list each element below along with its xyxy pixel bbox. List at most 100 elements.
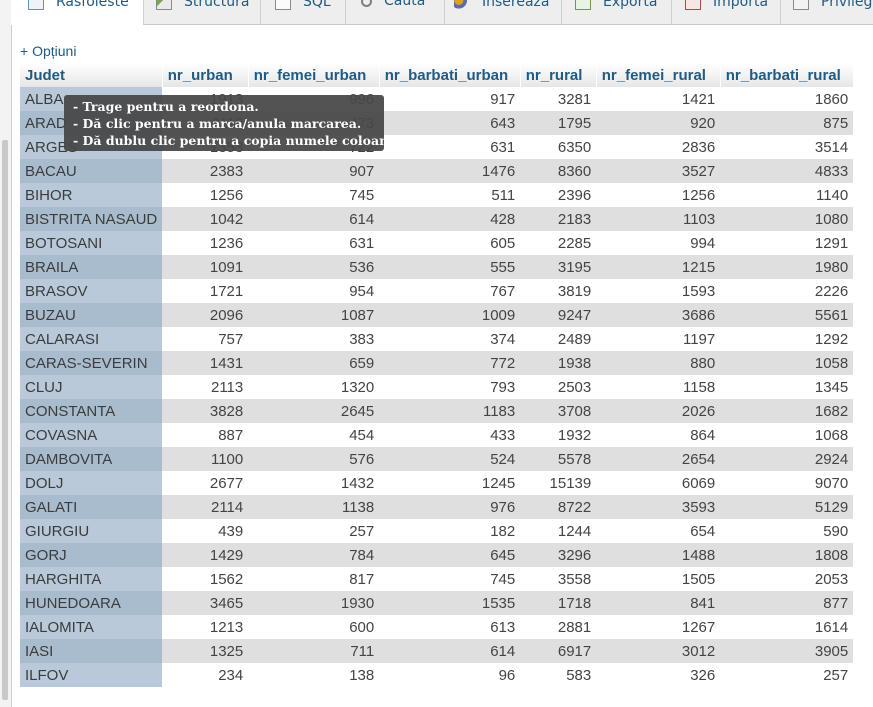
table-cell[interactable]: 2113: [162, 375, 249, 399]
table-cell[interactable]: 793: [379, 375, 521, 399]
table-row[interactable]: DOLJ 2677 1432 1245 15139 6069 9070: [20, 471, 854, 495]
table-cell[interactable]: 2503: [520, 375, 597, 399]
table-cell[interactable]: 631: [248, 231, 380, 255]
table-cell[interactable]: 1267: [596, 615, 721, 639]
cell-judet[interactable]: COVASNA: [20, 423, 163, 447]
table-cell[interactable]: 1860: [720, 87, 854, 111]
table-cell[interactable]: 3708: [520, 399, 597, 423]
table-cell[interactable]: 1091: [162, 255, 249, 279]
table-cell[interactable]: 8722: [520, 495, 597, 519]
table-cell[interactable]: 138: [248, 663, 380, 687]
cell-judet[interactable]: BRASOV: [20, 279, 163, 303]
table-cell[interactable]: 877: [720, 591, 854, 615]
table-cell[interactable]: 428: [379, 207, 521, 231]
table-cell[interactable]: 2114: [162, 495, 249, 519]
table-cell[interactable]: 1244: [520, 519, 597, 543]
table-cell[interactable]: 1087: [248, 303, 380, 327]
table-cell[interactable]: 1140: [720, 183, 854, 207]
table-cell[interactable]: 1980: [720, 255, 854, 279]
table-cell[interactable]: 1505: [596, 567, 721, 591]
tab-structure[interactable]: Structura: [144, 0, 261, 24]
tab-import[interactable]: Importa: [672, 0, 781, 24]
cell-judet[interactable]: GORJ: [20, 543, 163, 567]
tab-sql[interactable]: SQL: [261, 0, 346, 24]
cell-judet[interactable]: DAMBOVITA: [20, 447, 163, 471]
table-cell[interactable]: 511: [379, 183, 521, 207]
table-cell[interactable]: 2836: [596, 135, 721, 159]
table-cell[interactable]: 3905: [720, 639, 854, 663]
tab-browse[interactable]: Rasfoieste: [11, 0, 144, 25]
table-cell[interactable]: 1938: [520, 351, 597, 375]
table-cell[interactable]: 1320: [248, 375, 380, 399]
table-cell[interactable]: 433: [379, 423, 521, 447]
table-cell[interactable]: 907: [248, 159, 380, 183]
table-cell[interactable]: 6069: [596, 471, 721, 495]
table-row[interactable]: DAMBOVITA 1100 576 524 5578 2654 2924: [20, 447, 854, 471]
table-cell[interactable]: 3527: [596, 159, 721, 183]
table-cell[interactable]: 1488: [596, 543, 721, 567]
table-cell[interactable]: 1009: [379, 303, 521, 327]
cell-judet[interactable]: BACAU: [20, 159, 163, 183]
table-cell[interactable]: 1158: [596, 375, 721, 399]
table-cell[interactable]: 1614: [720, 615, 854, 639]
table-row[interactable]: HUNEDOARA 3465 1930 1535 1718 841 877: [20, 591, 854, 615]
table-cell[interactable]: 711: [248, 639, 380, 663]
table-cell[interactable]: 659: [248, 351, 380, 375]
table-cell[interactable]: 1562: [162, 567, 249, 591]
table-cell[interactable]: 817: [248, 567, 380, 591]
table-cell[interactable]: 645: [379, 543, 521, 567]
table-cell[interactable]: 326: [596, 663, 721, 687]
table-cell[interactable]: 887: [162, 423, 249, 447]
table-row[interactable]: COVASNA 887 454 433 1932 864 1068: [20, 423, 854, 447]
table-cell[interactable]: 3296: [520, 543, 597, 567]
table-cell[interactable]: 6917: [520, 639, 597, 663]
table-cell[interactable]: 2645: [248, 399, 380, 423]
table-cell[interactable]: 1197: [596, 327, 721, 351]
table-cell[interactable]: 2096: [162, 303, 249, 327]
table-cell[interactable]: 920: [596, 111, 721, 135]
table-row[interactable]: GIURGIU 439 257 182 1244 654 590: [20, 519, 854, 543]
table-cell[interactable]: 1535: [379, 591, 521, 615]
table-cell[interactable]: 1213: [162, 615, 249, 639]
table-cell[interactable]: 841: [596, 591, 721, 615]
cell-judet[interactable]: IASI: [20, 639, 163, 663]
table-cell[interactable]: 605: [379, 231, 521, 255]
table-cell[interactable]: 613: [379, 615, 521, 639]
table-cell[interactable]: 2654: [596, 447, 721, 471]
table-cell[interactable]: 1932: [520, 423, 597, 447]
table-cell[interactable]: 1476: [379, 159, 521, 183]
table-cell[interactable]: 6350: [520, 135, 597, 159]
table-cell[interactable]: 2226: [720, 279, 854, 303]
column-header-nr-femei-rural[interactable]: nr_femei_rural: [596, 63, 721, 87]
table-cell[interactable]: 994: [596, 231, 721, 255]
column-header-nr-rural[interactable]: nr_rural: [520, 63, 597, 87]
table-cell[interactable]: 9070: [720, 471, 854, 495]
table-cell[interactable]: 1930: [248, 591, 380, 615]
cell-judet[interactable]: HARGHITA: [20, 567, 163, 591]
table-cell[interactable]: 767: [379, 279, 521, 303]
table-row[interactable]: BUZAU 2096 1087 1009 9247 3686 5561: [20, 303, 854, 327]
table-cell[interactable]: 439: [162, 519, 249, 543]
table-cell[interactable]: 3558: [520, 567, 597, 591]
options-toggle-link[interactable]: + Opțiuni: [20, 43, 77, 59]
table-row[interactable]: CARAS-SEVERIN 1431 659 772 1938 880 1058: [20, 351, 854, 375]
table-cell[interactable]: 3514: [720, 135, 854, 159]
table-cell[interactable]: 864: [596, 423, 721, 447]
table-cell[interactable]: 2677: [162, 471, 249, 495]
table-cell[interactable]: 1042: [162, 207, 249, 231]
table-cell[interactable]: 8360: [520, 159, 597, 183]
cell-judet[interactable]: BRAILA: [20, 255, 163, 279]
table-cell[interactable]: 3012: [596, 639, 721, 663]
table-cell[interactable]: 1593: [596, 279, 721, 303]
table-row[interactable]: BACAU 2383 907 1476 8360 3527 4833: [20, 159, 854, 183]
table-cell[interactable]: 1291: [720, 231, 854, 255]
table-cell[interactable]: 1138: [248, 495, 380, 519]
table-cell[interactable]: 631: [379, 135, 521, 159]
table-cell[interactable]: 1682: [720, 399, 854, 423]
cell-judet[interactable]: CONSTANTA: [20, 399, 163, 423]
cell-judet[interactable]: CARAS-SEVERIN: [20, 351, 163, 375]
table-cell[interactable]: 5129: [720, 495, 854, 519]
table-row[interactable]: HARGHITA 1562 817 745 3558 1505 2053: [20, 567, 854, 591]
table-row[interactable]: IASI 1325 711 614 6917 3012 3905: [20, 639, 854, 663]
cell-judet[interactable]: IALOMITA: [20, 615, 163, 639]
